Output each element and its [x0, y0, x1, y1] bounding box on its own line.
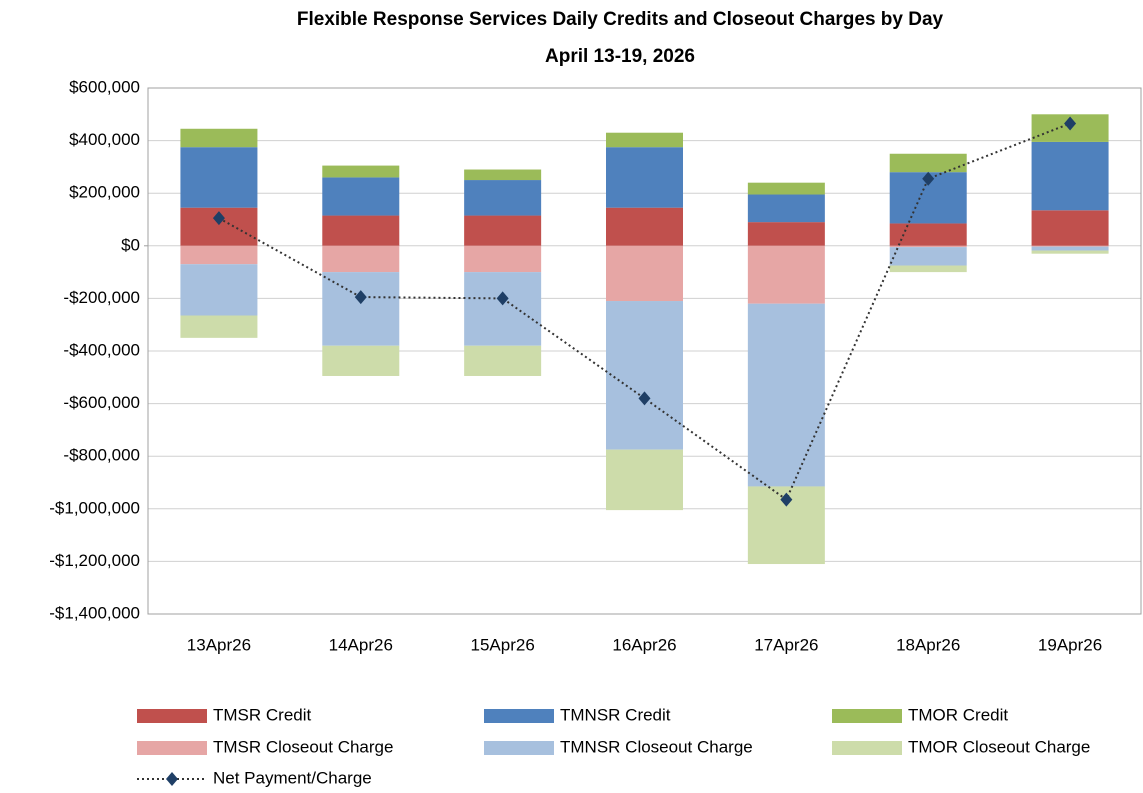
bar-segment: [747, 194, 825, 223]
legend-marker: [166, 772, 178, 786]
legend-label: TMSR Closeout Charge: [213, 737, 393, 756]
chart-title: Flexible Response Services Daily Credits…: [297, 9, 944, 30]
y-tick-label: $200,000: [69, 183, 140, 202]
bar-segment: [322, 215, 400, 246]
y-tick-label: -$800,000: [63, 446, 140, 465]
bar-segment: [1031, 210, 1109, 246]
legend-swatch: [832, 741, 902, 755]
bar-segment: [747, 245, 825, 304]
bar-segment: [464, 215, 542, 246]
line-marker: [638, 391, 651, 406]
line-marker: [212, 211, 225, 226]
legend-swatch: [484, 741, 554, 755]
legend-label: TMOR Credit: [908, 705, 1008, 724]
bar-segment: [464, 180, 542, 216]
bar-segment: [180, 264, 258, 316]
y-tick-label: $0: [121, 235, 140, 254]
bar-segment: [747, 182, 825, 195]
legend-label: TMNSR Closeout Charge: [560, 737, 753, 756]
line-marker: [496, 291, 509, 306]
bar-segment: [889, 247, 967, 266]
legend-label: TMSR Credit: [213, 705, 312, 724]
y-tick-label: -$200,000: [63, 288, 140, 307]
x-tick-label: 17Apr26: [754, 635, 818, 654]
bar-segment: [180, 315, 258, 338]
legend-label: TMOR Closeout Charge: [908, 737, 1090, 756]
bar-segment: [889, 245, 967, 248]
bar-segment: [1031, 246, 1109, 251]
x-tick-label: 19Apr26: [1038, 635, 1102, 654]
line-marker: [780, 492, 793, 507]
bar-segment: [464, 345, 542, 376]
bar-segment: [180, 147, 258, 208]
bar-segment: [322, 177, 400, 216]
line-marker: [354, 290, 367, 305]
plot-frame: [147, 87, 1142, 615]
bar-segment: [322, 272, 400, 346]
bar-segment: [1031, 250, 1109, 254]
x-tick-label: 16Apr26: [612, 635, 676, 654]
bar-segment: [889, 153, 967, 173]
bar-segment: [606, 207, 683, 246]
bar-segment: [464, 245, 542, 273]
bar-segment: [322, 345, 400, 376]
x-tick-label: 13Apr26: [187, 635, 251, 654]
legend-swatch: [484, 709, 554, 723]
y-tick-label: -$400,000: [63, 340, 140, 359]
bar-segment: [180, 128, 258, 148]
legend-swatch: [832, 709, 902, 723]
x-tick-label: 18Apr26: [896, 635, 960, 654]
y-tick-label: $600,000: [69, 77, 140, 96]
y-tick-label: -$600,000: [63, 393, 140, 412]
bar-segment: [606, 301, 683, 450]
bar-segment: [322, 245, 400, 273]
bar-segment: [606, 245, 683, 302]
legend-swatch: [137, 709, 207, 723]
bar-segment: [889, 265, 967, 273]
y-tick-label: -$1,400,000: [49, 603, 140, 622]
bar-segment: [322, 165, 400, 178]
y-tick-label: $400,000: [69, 130, 140, 149]
bar-segment: [606, 449, 683, 511]
bar-segment: [464, 272, 542, 346]
y-tick-label: -$1,000,000: [49, 498, 140, 517]
chart-subtitle: April 13-19, 2026: [545, 46, 695, 67]
bar-segment: [747, 303, 825, 487]
line-marker: [1064, 116, 1077, 131]
bar-segment: [1031, 245, 1109, 247]
x-tick-label: 14Apr26: [329, 635, 393, 654]
bar-segment: [747, 222, 825, 246]
y-tick-label: -$1,200,000: [49, 551, 140, 570]
legend-label: Net Payment/Charge: [213, 768, 372, 787]
bar-segment: [606, 132, 683, 148]
bar-segment: [1031, 141, 1109, 211]
legend-label: TMNSR Credit: [560, 705, 671, 724]
bar-segment: [464, 169, 542, 181]
bar-segment: [889, 223, 967, 246]
x-tick-label: 15Apr26: [471, 635, 535, 654]
bar-segment: [606, 147, 683, 208]
legend-swatch: [137, 741, 207, 755]
bar-segment: [180, 245, 258, 265]
line-marker: [922, 171, 935, 186]
